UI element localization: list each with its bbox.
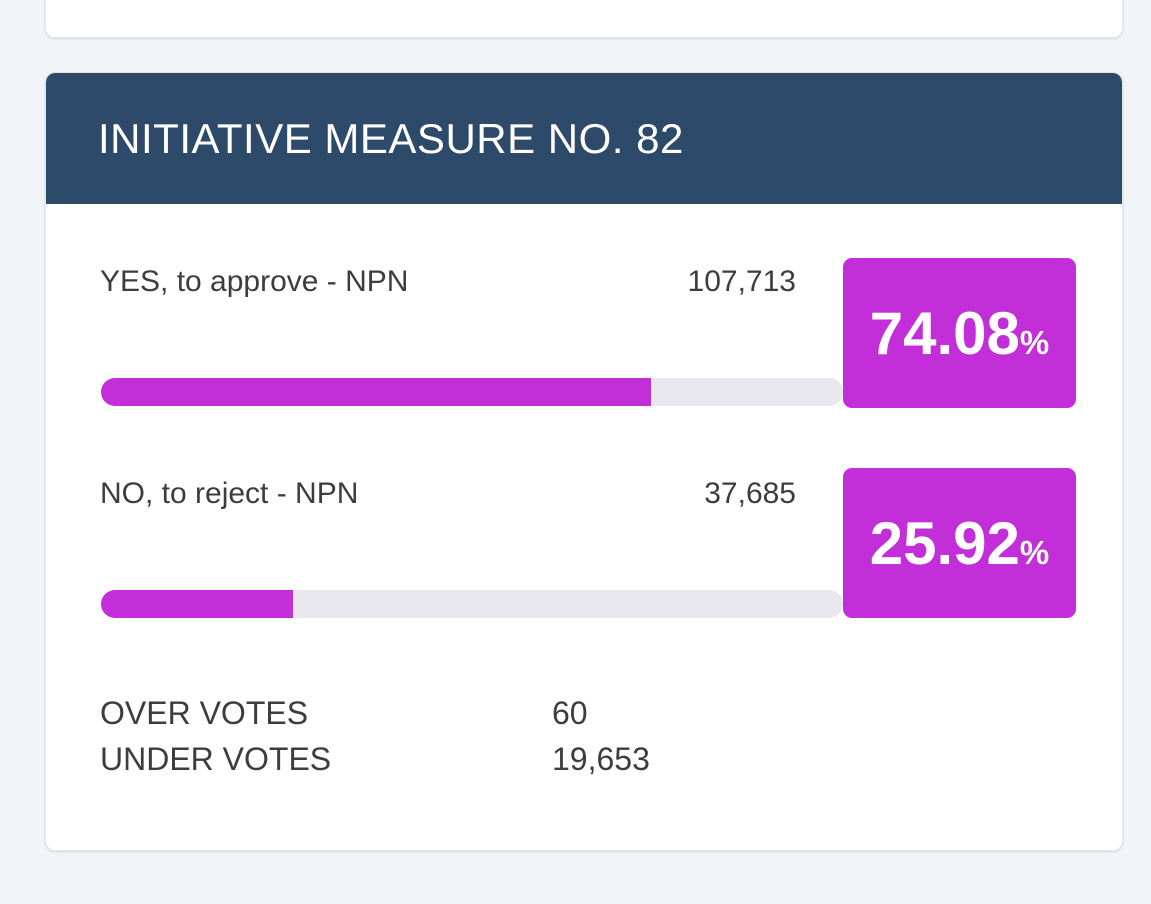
under-votes-label: UNDER VOTES [100,741,332,777]
over-votes-value: 60 [552,695,588,731]
contest-results-card: INITIATIVE MEASURE NO. 82 YES, to approv… [45,72,1123,851]
percent-sign: % [1019,323,1050,361]
progress-fill [101,378,651,406]
choice-vote-count: 107,713 [687,265,796,298]
over-votes-label: OVER VOTES [100,695,309,731]
percent-text: 25.92% [870,509,1050,578]
contest-header: INITIATIVE MEASURE NO. 82 [46,73,1122,204]
percent-sign: % [1019,533,1050,571]
percent-value: 25.92 [869,509,1020,577]
percent-text: 74.08% [870,299,1050,368]
progress-fill [101,590,294,618]
percent-badge: 74.08% [843,258,1076,408]
percent-badge: 25.92% [843,468,1076,618]
under-votes-value: 19,653 [552,741,650,777]
previous-card [45,0,1123,38]
choice-vote-count: 37,685 [704,477,796,510]
choice-label: YES, to approve - NPN [100,265,409,298]
progress-track [101,378,843,406]
percent-value: 74.08 [869,299,1020,367]
progress-track [101,590,843,618]
choice-label: NO, to reject - NPN [100,477,359,510]
contest-title: INITIATIVE MEASURE NO. 82 [98,114,684,162]
